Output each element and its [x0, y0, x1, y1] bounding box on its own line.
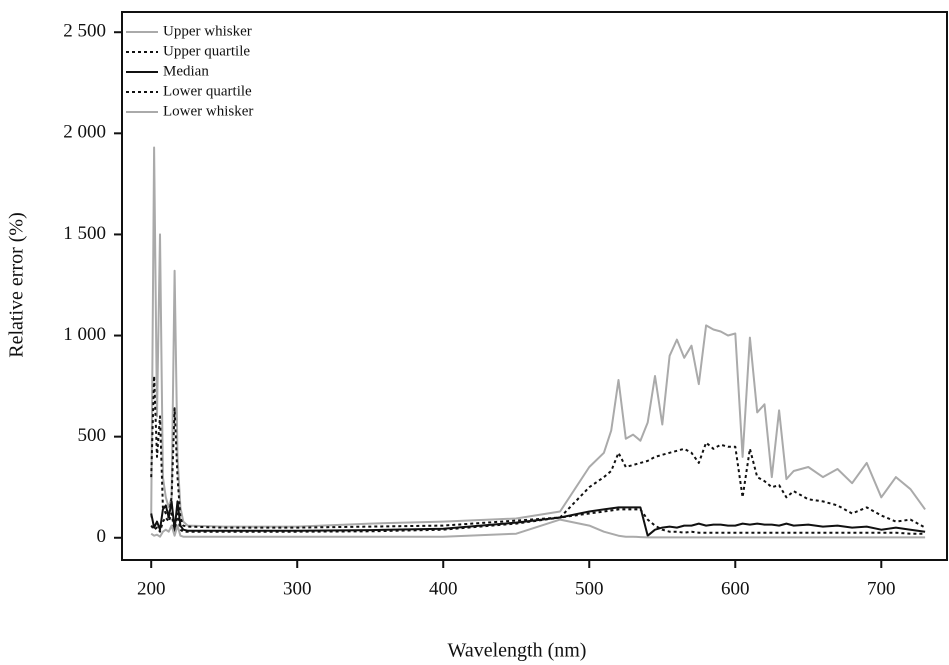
- legend-label: Lower quartile: [163, 83, 252, 99]
- plot-frame: [121, 11, 948, 561]
- y-axis-title: Relative error (%): [6, 212, 28, 357]
- series-line: [150, 375, 926, 529]
- legend-label: Lower whisker: [163, 103, 253, 119]
- x-tick-label: 300: [283, 578, 312, 599]
- x-tick-label: 600: [721, 578, 750, 599]
- y-tick-label: 0: [97, 526, 107, 547]
- x-axis-title: Wavelength (nm): [448, 640, 587, 662]
- x-tick-label: 500: [575, 578, 604, 599]
- legend-label: Upper whisker: [163, 23, 252, 39]
- y-tick-label: 2 500: [63, 21, 106, 42]
- series-line: [150, 508, 926, 535]
- x-tick-label: 700: [867, 578, 896, 599]
- y-tick-label: 1 000: [63, 324, 106, 345]
- series-line: [150, 146, 926, 528]
- legend-label: Median: [163, 63, 209, 79]
- y-tick-label: 500: [78, 425, 107, 446]
- series-line: [150, 518, 926, 539]
- y-tick-label: 2 000: [63, 122, 106, 143]
- x-tick-label: 400: [429, 578, 458, 599]
- y-tick-label: 1 500: [63, 223, 106, 244]
- legend-label: Upper quartile: [163, 43, 250, 59]
- x-tick-label: 200: [137, 578, 166, 599]
